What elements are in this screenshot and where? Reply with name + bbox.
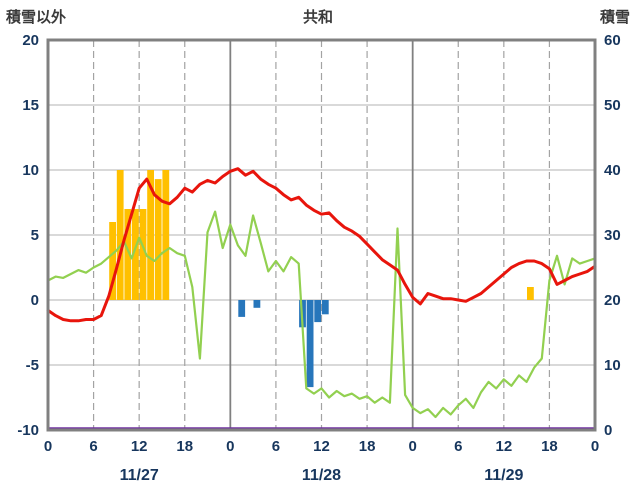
blue-bars (321, 300, 329, 315)
orange-bars (527, 287, 534, 300)
left-tick-label: 5 (31, 227, 39, 244)
left-tick-label: 15 (22, 97, 39, 114)
chart-title: 共和 (302, 9, 333, 26)
blue-bars (314, 300, 322, 323)
hour-tick-label: 12 (313, 438, 330, 455)
blue-bars (306, 300, 314, 388)
hour-tick-label: 0 (408, 438, 416, 455)
blue-bars (253, 300, 261, 308)
orange-bars (124, 209, 132, 300)
right-tick-label: 10 (604, 357, 621, 374)
date-label: 11/27 (120, 467, 159, 484)
green-line (46, 210, 597, 419)
orange-bars (132, 209, 139, 300)
left-tick-label: 10 (22, 162, 39, 179)
right-tick-label: 20 (604, 292, 621, 309)
chart-header: 積雪以外 共和 積雪 (0, 4, 636, 28)
hour-tick-label: 6 (89, 438, 97, 455)
hour-tick-label: 0 (226, 438, 234, 455)
right-tick-label: 40 (604, 162, 621, 179)
hour-tick-label: 12 (495, 438, 512, 455)
hour-tick-label: 18 (541, 438, 558, 455)
orange-bars (147, 170, 154, 300)
right-tick-label: 60 (604, 32, 621, 49)
hour-tick-label: 18 (359, 438, 376, 455)
hour-tick-label: 0 (591, 438, 599, 455)
date-label: 11/28 (302, 467, 341, 484)
left-tick-label: 0 (31, 292, 39, 309)
hour-tick-label: 0 (44, 438, 52, 455)
right-tick-label: 50 (604, 97, 621, 114)
orange-bars (116, 170, 124, 300)
hour-tick-label: 12 (131, 438, 148, 455)
red-line (46, 167, 597, 323)
left-axis-title: 積雪以外 (6, 9, 67, 26)
hour-tick-label: 18 (176, 438, 193, 455)
plot-border (46, 38, 597, 432)
hour-tick-label: 6 (272, 438, 280, 455)
date-label: 11/29 (484, 467, 523, 484)
left-tick-label: 20 (22, 32, 39, 49)
right-tick-label: 30 (604, 227, 621, 244)
hour-tick-label: 6 (454, 438, 462, 455)
orange-bars (109, 222, 116, 300)
orange-bars (162, 170, 170, 300)
right-axis-title: 積雪 (599, 9, 630, 26)
orange-bars (139, 209, 147, 300)
orange-bars (154, 179, 162, 300)
right-tick-label: 0 (604, 422, 612, 439)
left-tick-label: -5 (26, 357, 39, 374)
left-tick-label: -10 (17, 422, 39, 439)
blue-bars (238, 300, 246, 317)
